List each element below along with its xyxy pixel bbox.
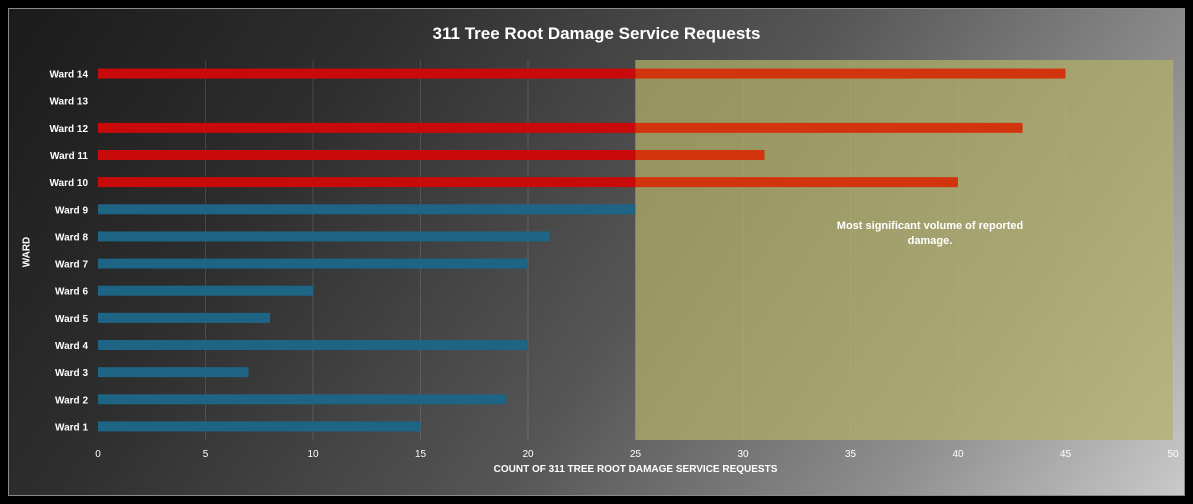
- x-axis-label: COUNT OF 311 TREE ROOT DAMAGE SERVICE RE…: [493, 464, 778, 475]
- highlight-region: [635, 60, 1173, 440]
- y-tick-label: Ward 14: [49, 70, 88, 81]
- y-tick-label: Ward 6: [55, 287, 88, 298]
- y-tick-label: Ward 8: [55, 232, 88, 243]
- x-tick-label: 40: [952, 449, 964, 460]
- bar: [98, 204, 636, 215]
- bar: [635, 68, 1066, 79]
- x-tick-label: 15: [415, 449, 427, 460]
- bar: [98, 150, 636, 160]
- bar: [98, 367, 249, 378]
- x-tick-label: 35: [845, 449, 857, 460]
- bar: [98, 122, 636, 133]
- chart-title: 311 Tree Root Damage Service Requests: [432, 24, 761, 43]
- bar: [98, 285, 313, 296]
- bar: [635, 122, 1023, 133]
- y-tick-label: Ward 13: [49, 97, 88, 108]
- bar: [98, 258, 528, 269]
- y-tick-label: Ward 5: [55, 314, 88, 325]
- bar: [98, 231, 550, 242]
- y-tick-label: Ward 7: [55, 260, 88, 271]
- y-tick-label: Ward 12: [49, 124, 88, 135]
- x-tick-label: 45: [1060, 449, 1072, 460]
- y-tick-label: Ward 10: [49, 178, 88, 189]
- x-tick-label: 0: [95, 449, 101, 460]
- bar: [98, 312, 270, 323]
- bar: [635, 150, 765, 160]
- x-tick-label: 25: [630, 449, 642, 460]
- x-tick-label: 5: [203, 449, 209, 460]
- y-tick-label: Ward 9: [55, 205, 88, 216]
- y-tick-label: Ward 2: [55, 395, 88, 406]
- y-tick-label: Ward 3: [55, 368, 88, 379]
- bar: [98, 421, 421, 432]
- y-tick-label: Ward 4: [55, 341, 88, 352]
- y-tick-label: Ward 11: [50, 151, 88, 162]
- bar: [98, 340, 528, 350]
- bar: [635, 177, 958, 188]
- annotation-text: Most significant volume of reported dama…: [836, 220, 1024, 247]
- x-tick-label: 10: [307, 449, 319, 460]
- y-tick-label: Ward 1: [55, 422, 88, 433]
- bar: [98, 68, 636, 79]
- x-tick-label: 50: [1167, 449, 1179, 460]
- x-tick-label: 20: [522, 449, 534, 460]
- bar: [98, 177, 636, 188]
- x-tick-label: 30: [737, 449, 749, 460]
- bar: [98, 394, 507, 405]
